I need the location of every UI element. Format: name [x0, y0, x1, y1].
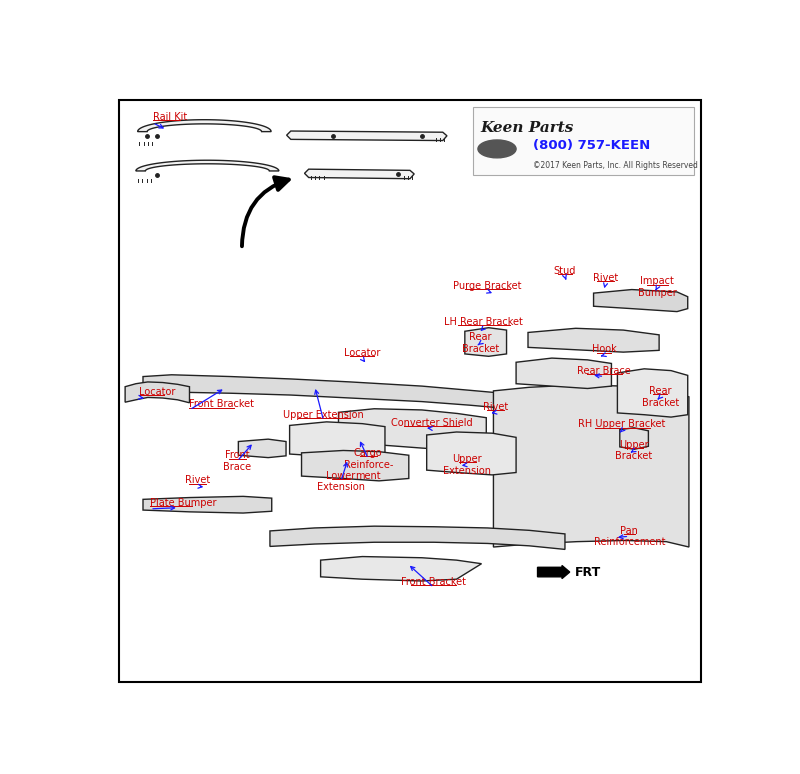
Polygon shape — [305, 170, 414, 179]
Polygon shape — [321, 557, 482, 581]
Text: Front Bracket: Front Bracket — [190, 399, 254, 409]
Text: Keen Parts: Keen Parts — [480, 122, 574, 135]
Polygon shape — [138, 120, 271, 132]
Text: Stud: Stud — [554, 265, 576, 276]
Text: Front Bracket: Front Bracket — [402, 577, 466, 587]
Ellipse shape — [478, 140, 516, 158]
Text: Upper
Extension: Upper Extension — [443, 454, 491, 476]
Text: ©2017 Keen Parts, Inc. All Rights Reserved: ©2017 Keen Parts, Inc. All Rights Reserv… — [533, 161, 698, 170]
Polygon shape — [426, 432, 516, 475]
Text: Pan
Reinforcement: Pan Reinforcement — [594, 526, 665, 547]
FancyArrow shape — [538, 566, 570, 579]
Text: Converter Shield: Converter Shield — [390, 418, 472, 428]
Text: Rivet: Rivet — [483, 402, 509, 412]
Text: (800) 757-KEEN: (800) 757-KEEN — [533, 139, 650, 152]
Text: FRT: FRT — [574, 566, 601, 578]
Text: Hook: Hook — [592, 344, 617, 354]
Polygon shape — [516, 358, 611, 389]
Polygon shape — [528, 328, 659, 352]
Polygon shape — [594, 289, 688, 312]
Text: Rail Kit: Rail Kit — [153, 112, 186, 122]
Text: Locator: Locator — [344, 348, 381, 358]
Text: Locator: Locator — [139, 387, 176, 397]
Polygon shape — [618, 369, 688, 417]
Text: Rear
Bracket: Rear Bracket — [462, 333, 499, 354]
Polygon shape — [290, 422, 385, 459]
Text: Purge Bracket: Purge Bracket — [454, 281, 522, 290]
Text: Rivet: Rivet — [593, 273, 618, 283]
Polygon shape — [270, 526, 565, 550]
Text: Front
Brace: Front Brace — [223, 450, 251, 472]
Polygon shape — [238, 439, 286, 457]
Polygon shape — [465, 327, 506, 356]
Polygon shape — [136, 160, 279, 171]
Text: Lower
Extension: Lower Extension — [317, 471, 365, 492]
Text: Plate Bumper: Plate Bumper — [150, 498, 217, 509]
Text: Impact
Bumper: Impact Bumper — [638, 276, 677, 298]
Text: Upper Extension: Upper Extension — [283, 410, 364, 420]
Text: Upper
Bracket: Upper Bracket — [615, 440, 653, 461]
Text: Rear Brace: Rear Brace — [578, 366, 631, 376]
Polygon shape — [125, 382, 190, 402]
Text: LH Rear Bracket: LH Rear Bracket — [445, 317, 523, 327]
Text: RH Upper Bracket: RH Upper Bracket — [578, 420, 666, 430]
Polygon shape — [286, 131, 447, 141]
Polygon shape — [302, 450, 409, 481]
Text: Rear
Bracket: Rear Bracket — [642, 386, 679, 408]
Polygon shape — [143, 496, 272, 513]
Polygon shape — [338, 409, 486, 450]
Text: Cargo
Reinforce-
ment: Cargo Reinforce- ment — [343, 448, 393, 481]
Text: Rivet: Rivet — [186, 475, 210, 485]
Polygon shape — [143, 375, 497, 408]
Polygon shape — [620, 428, 648, 449]
Bar — [473, 107, 694, 175]
Polygon shape — [494, 385, 689, 547]
